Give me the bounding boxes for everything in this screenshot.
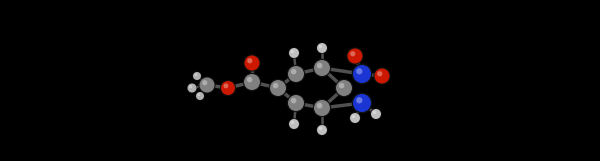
Circle shape bbox=[349, 112, 361, 124]
Circle shape bbox=[288, 95, 304, 111]
Circle shape bbox=[319, 127, 322, 130]
Circle shape bbox=[273, 83, 278, 88]
Circle shape bbox=[289, 48, 299, 58]
Circle shape bbox=[347, 48, 362, 63]
Circle shape bbox=[287, 94, 305, 112]
Circle shape bbox=[196, 92, 204, 100]
Circle shape bbox=[189, 85, 192, 88]
Circle shape bbox=[288, 118, 300, 130]
Circle shape bbox=[352, 93, 373, 113]
Circle shape bbox=[288, 47, 300, 59]
Circle shape bbox=[353, 65, 371, 83]
Circle shape bbox=[223, 83, 229, 88]
Circle shape bbox=[270, 80, 286, 96]
Circle shape bbox=[350, 113, 360, 123]
Circle shape bbox=[346, 47, 364, 65]
Circle shape bbox=[356, 97, 362, 104]
Circle shape bbox=[187, 84, 197, 93]
Circle shape bbox=[352, 115, 355, 118]
Circle shape bbox=[314, 60, 330, 76]
Circle shape bbox=[336, 80, 352, 96]
Circle shape bbox=[317, 43, 327, 53]
Circle shape bbox=[197, 93, 200, 96]
Circle shape bbox=[187, 83, 197, 93]
Circle shape bbox=[289, 119, 299, 129]
Circle shape bbox=[199, 76, 215, 94]
Circle shape bbox=[314, 100, 330, 116]
Circle shape bbox=[193, 72, 201, 80]
Circle shape bbox=[371, 109, 381, 119]
Circle shape bbox=[316, 124, 328, 136]
Circle shape bbox=[196, 91, 205, 101]
Circle shape bbox=[291, 50, 294, 53]
Circle shape bbox=[374, 68, 389, 84]
Circle shape bbox=[291, 121, 294, 124]
Circle shape bbox=[317, 125, 327, 135]
Circle shape bbox=[352, 64, 373, 84]
Circle shape bbox=[243, 73, 261, 91]
Circle shape bbox=[317, 63, 322, 68]
Circle shape bbox=[317, 103, 322, 108]
Circle shape bbox=[247, 77, 253, 82]
Circle shape bbox=[370, 108, 382, 120]
Circle shape bbox=[313, 99, 331, 117]
Circle shape bbox=[316, 42, 328, 54]
Circle shape bbox=[194, 73, 197, 76]
Circle shape bbox=[377, 71, 382, 76]
Circle shape bbox=[288, 66, 304, 82]
Circle shape bbox=[373, 111, 376, 114]
Circle shape bbox=[335, 79, 353, 97]
Circle shape bbox=[373, 67, 391, 85]
Circle shape bbox=[220, 80, 236, 96]
Circle shape bbox=[353, 94, 371, 112]
Circle shape bbox=[287, 65, 305, 83]
Circle shape bbox=[291, 98, 296, 103]
Circle shape bbox=[356, 68, 362, 74]
Circle shape bbox=[193, 71, 202, 81]
Circle shape bbox=[269, 79, 287, 97]
Circle shape bbox=[202, 80, 208, 85]
Circle shape bbox=[247, 58, 253, 63]
Circle shape bbox=[313, 59, 331, 77]
Circle shape bbox=[245, 56, 260, 71]
Circle shape bbox=[244, 74, 260, 90]
Circle shape bbox=[319, 45, 322, 48]
Circle shape bbox=[244, 54, 260, 72]
Circle shape bbox=[291, 69, 296, 74]
Circle shape bbox=[350, 51, 355, 56]
Circle shape bbox=[221, 81, 235, 95]
Circle shape bbox=[199, 77, 215, 93]
Circle shape bbox=[339, 83, 344, 88]
